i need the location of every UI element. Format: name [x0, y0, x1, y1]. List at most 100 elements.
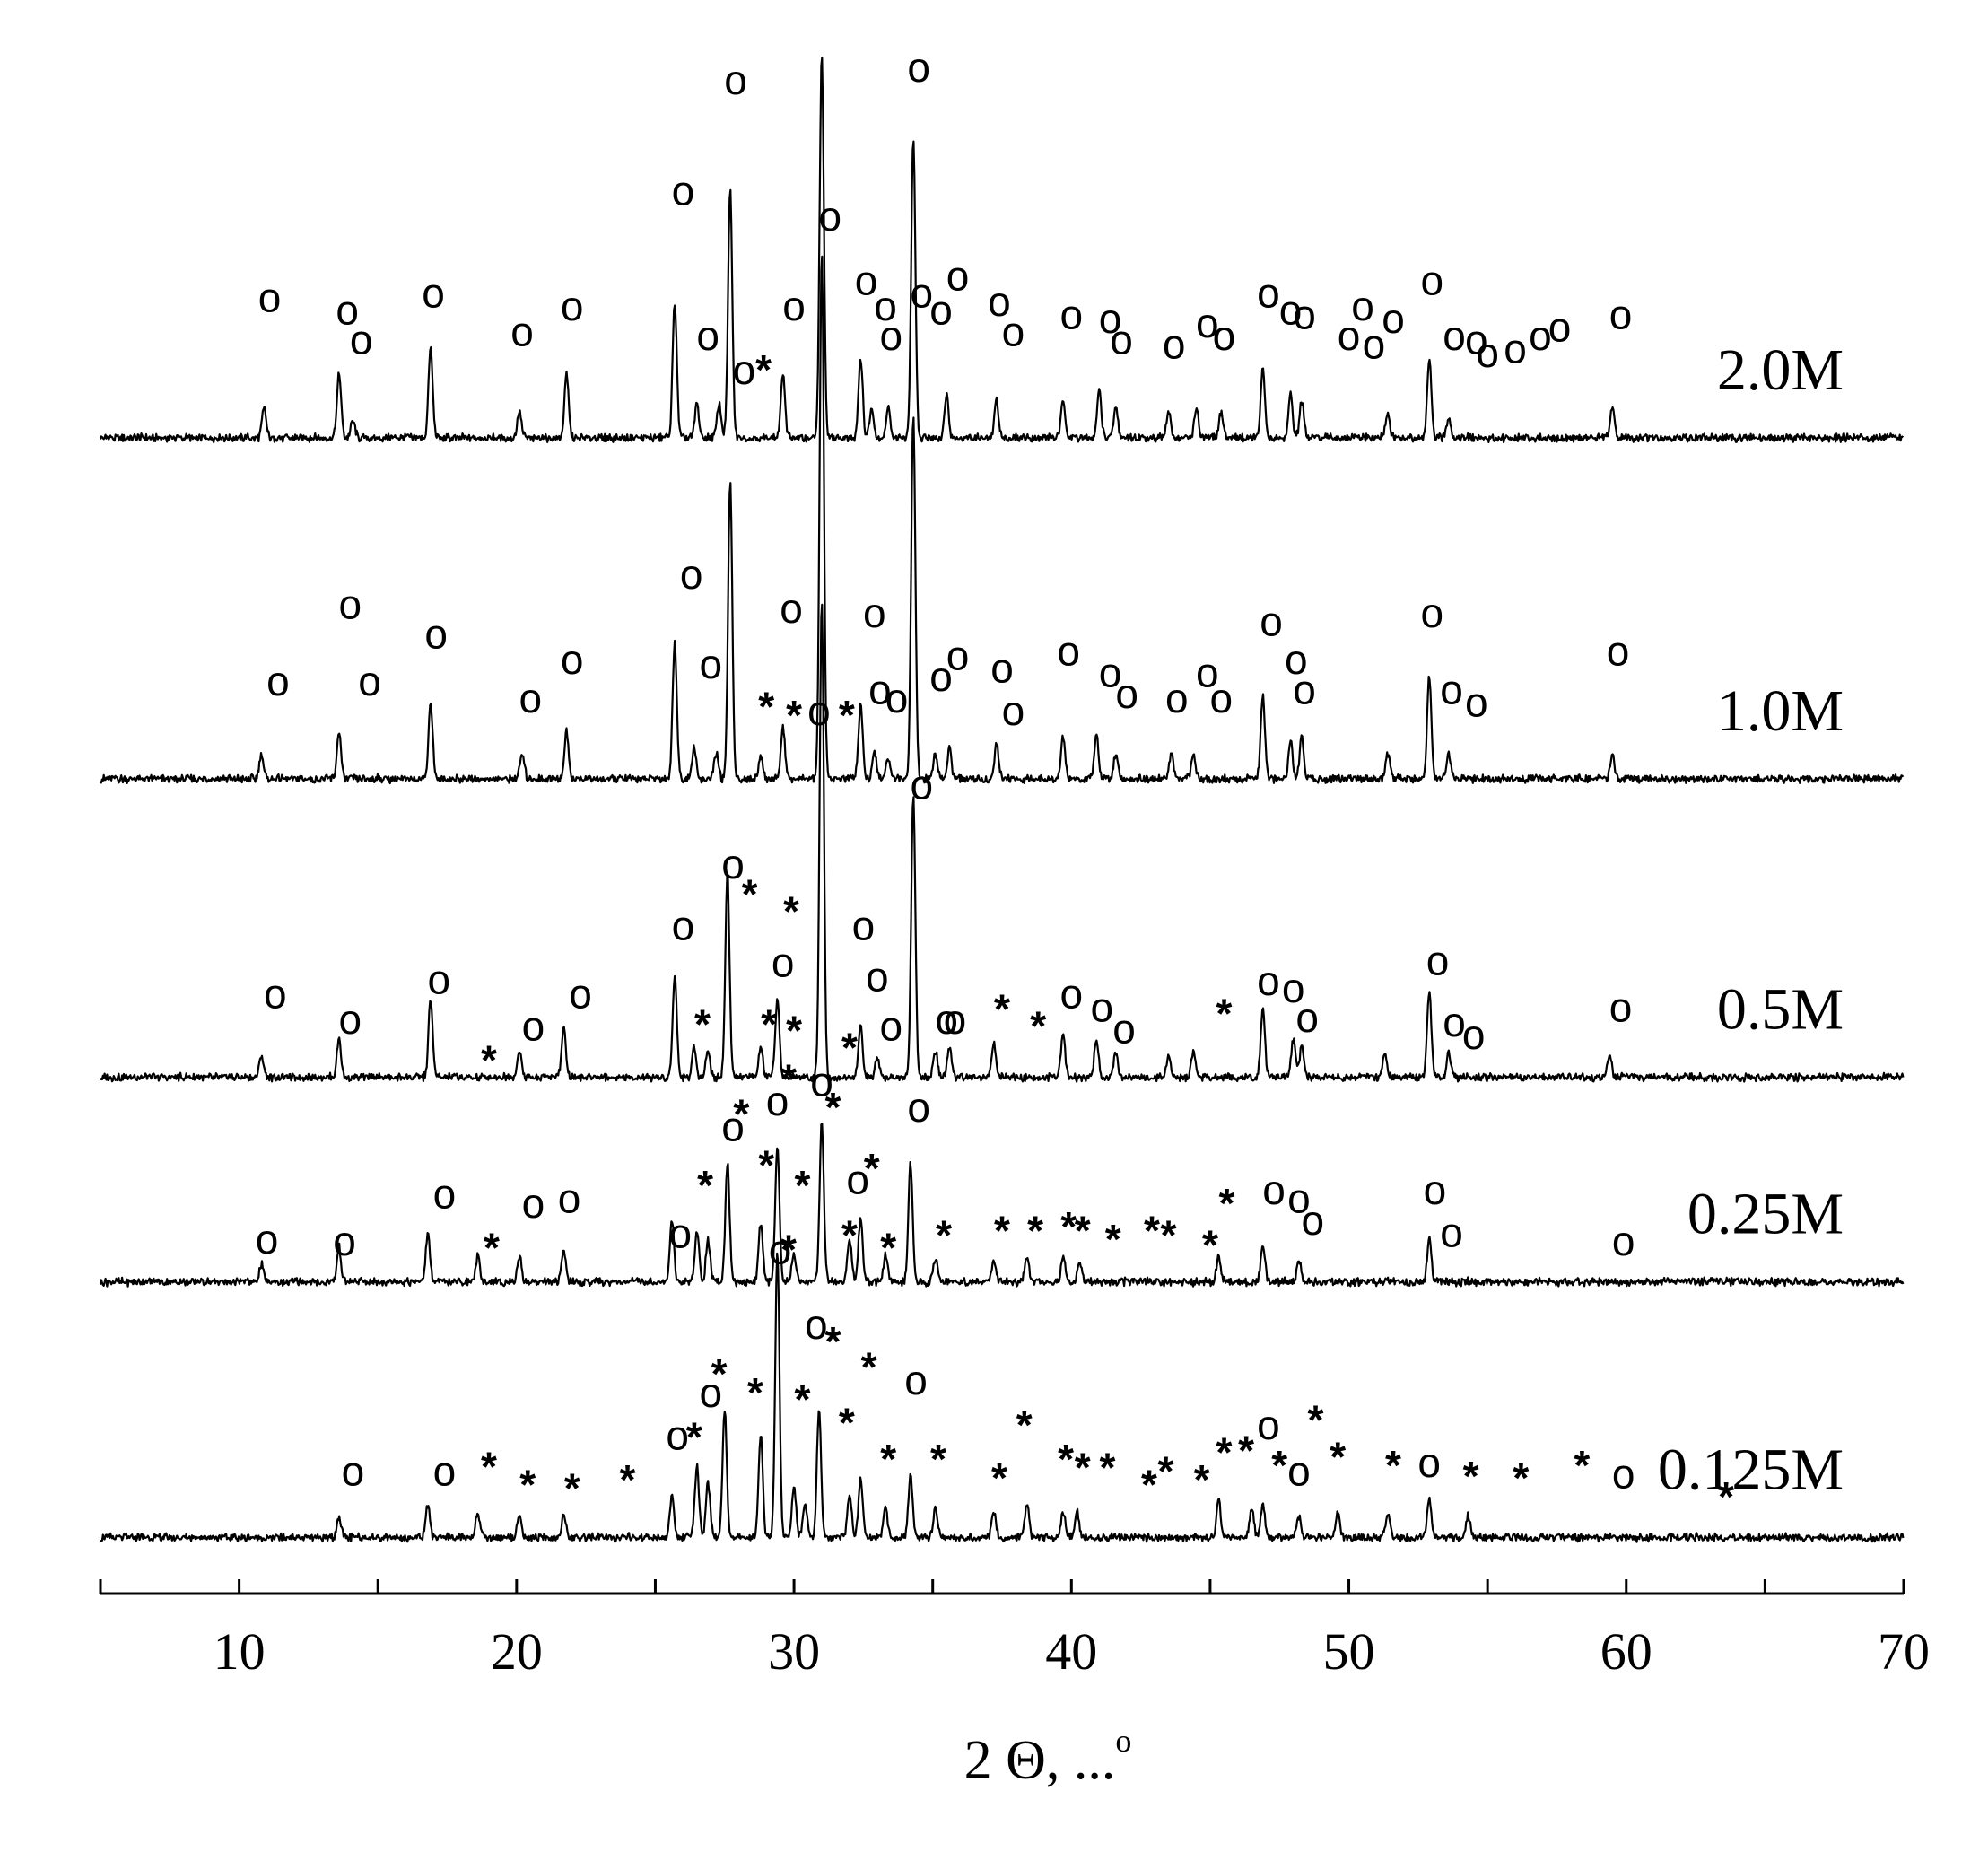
peak-marker-o: o: [339, 581, 362, 627]
peak-marker-o: o: [769, 1226, 792, 1272]
peak-marker-o: o: [700, 641, 723, 687]
peak-marker-o: o: [1293, 291, 1316, 337]
peak-marker-o: o: [810, 1058, 833, 1105]
peak-marker-star: *: [519, 1462, 536, 1508]
peak-marker-star: *: [1385, 1442, 1401, 1489]
peak-marker-o: o: [1612, 1218, 1635, 1264]
peak-marker-o: o: [1287, 1175, 1311, 1221]
x-tick-label: 70: [1878, 1622, 1930, 1681]
peak-marker-o: o: [1099, 649, 1122, 695]
peak-marker-star: *: [794, 1376, 810, 1423]
peak-marker-o: o: [911, 270, 934, 317]
peak-marker-o: o: [1548, 304, 1572, 351]
peak-marker-star: *: [1219, 1180, 1235, 1227]
peak-marker-star: *: [824, 1084, 841, 1131]
peak-marker-o: o: [1529, 312, 1552, 359]
peak-marker-star: *: [733, 1090, 749, 1137]
peak-marker-o: o: [929, 287, 953, 334]
peak-marker-star: *: [747, 1369, 763, 1416]
peak-marker-star: *: [994, 1208, 1010, 1254]
peak-marker-o: o: [1285, 636, 1308, 683]
peak-marker-star: *: [839, 692, 855, 738]
peak-marker-star: *: [761, 1001, 777, 1048]
peak-marker-o: o: [558, 1175, 581, 1221]
peak-marker-star: *: [783, 887, 799, 934]
peak-marker-o: o: [1363, 321, 1386, 368]
peak-marker-o: o: [1002, 687, 1025, 734]
peak-marker-o: o: [1426, 937, 1450, 983]
peak-marker-o: o: [1110, 317, 1133, 363]
peak-marker-star: *: [694, 1001, 711, 1048]
peak-marker-star: *: [1574, 1442, 1590, 1489]
peak-marker-o: o: [907, 44, 930, 91]
peak-marker-o: o: [880, 312, 903, 359]
peak-marker-star: *: [697, 1162, 713, 1209]
peak-marker-star: *: [1157, 1447, 1173, 1494]
trace-0.5M: [100, 603, 1905, 1083]
peak-marker-o: o: [342, 1447, 365, 1494]
peak-marker-star: *: [1307, 1396, 1323, 1443]
peak-marker-o: o: [433, 1171, 457, 1218]
peak-marker-o: o: [846, 1157, 869, 1203]
peak-marker-star: *: [841, 1024, 858, 1070]
peak-marker-star: *: [841, 1211, 858, 1258]
peak-marker-star: *: [1718, 1473, 1734, 1520]
series-labels: 2.0M 1.0M 0.5M 0.25M 0.125M: [1658, 337, 1844, 1503]
peak-marker-o: o: [1302, 1197, 1325, 1244]
peak-marker-o: o: [1257, 270, 1280, 317]
peak-marker-star: *: [758, 683, 774, 729]
series-label: 0.5M: [1717, 977, 1844, 1043]
x-axis-label-superscript: o: [1115, 1723, 1131, 1759]
peak-marker-o: o: [672, 168, 695, 214]
peak-marker-star: *: [786, 692, 802, 738]
peak-marker-star: *: [1330, 1433, 1346, 1480]
peak-marker-o: o: [944, 996, 967, 1043]
peak-marker-o: o: [1351, 283, 1374, 329]
peak-marker-o: o: [807, 687, 831, 734]
peak-marker-o: o: [1099, 295, 1122, 342]
peak-marker-o: o: [1417, 1439, 1441, 1486]
peak-marker-o: o: [863, 590, 886, 636]
peak-marker-star: *: [620, 1456, 636, 1503]
peak-marker-o: o: [569, 970, 592, 1017]
peak-marker-o: o: [428, 956, 451, 1002]
peak-marker-o: o: [855, 257, 878, 303]
peak-marker-o: o: [266, 658, 290, 704]
peak-marker-o: o: [1295, 994, 1319, 1041]
peak-marker-o: o: [1002, 308, 1025, 354]
peak-marker-star: *: [780, 1055, 797, 1102]
x-axis-ticks: [99, 1579, 1905, 1594]
peak-marker-star: *: [1238, 1428, 1254, 1474]
peak-marker-o: o: [1421, 257, 1444, 303]
peak-marker-star: *: [824, 1318, 841, 1365]
peak-marker-o: o: [733, 346, 756, 393]
peak-marker-o: o: [988, 278, 1011, 325]
peak-marker-o: o: [1210, 675, 1234, 721]
peak-marker-o: o: [1504, 325, 1527, 371]
peak-marker-o: o: [1260, 598, 1283, 644]
peak-marker-o: o: [1424, 1166, 1447, 1213]
peak-marker-o: o: [780, 585, 803, 632]
peak-marker-star: *: [1513, 1455, 1529, 1501]
peak-marker-o: o: [946, 632, 970, 678]
peak-marker-star: *: [1161, 1211, 1177, 1258]
peak-marker-o: o: [1465, 679, 1488, 726]
x-tick-label: 10: [214, 1622, 266, 1681]
peak-marker-star: *: [1027, 1208, 1043, 1254]
peak-marker-o: o: [672, 902, 695, 948]
peak-marker-o: o: [696, 312, 719, 359]
peak-marker-o: o: [866, 953, 889, 1000]
peak-marker-o: o: [782, 283, 806, 329]
x-tick-label: 20: [491, 1622, 543, 1681]
peak-marker-star: *: [564, 1464, 580, 1511]
peak-marker-o: o: [258, 274, 282, 320]
peak-marker-star: *: [686, 1413, 702, 1460]
peak-marker-o: o: [824, 0, 848, 1]
peak-marker-star: *: [1141, 1462, 1157, 1508]
peak-marker-star: *: [794, 1162, 810, 1209]
peak-marker-star: *: [864, 1145, 880, 1192]
peak-marker-o: o: [880, 1003, 903, 1050]
peak-marker-o: o: [1196, 300, 1219, 346]
peak-marker-o: o: [422, 270, 445, 317]
